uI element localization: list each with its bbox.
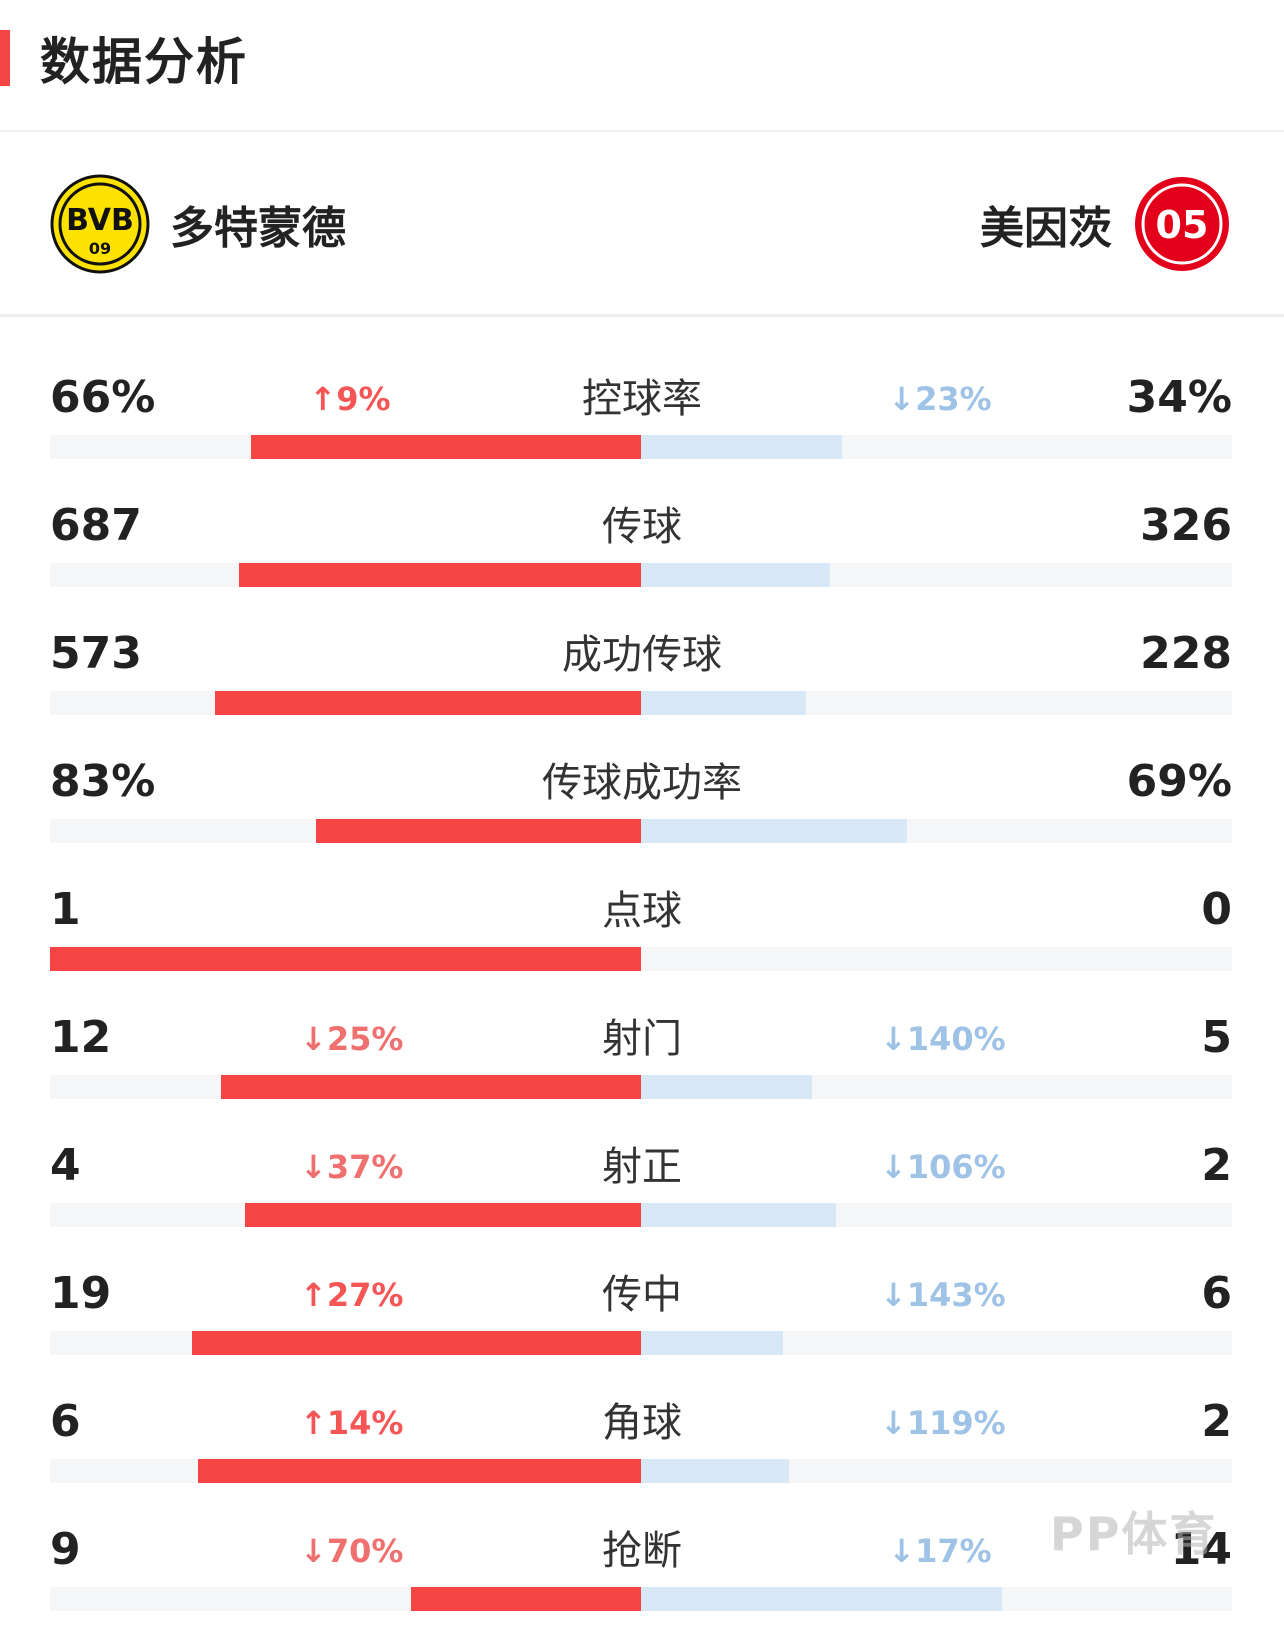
stat-bar-track: [50, 563, 1232, 587]
stat-label: 传球成功率: [542, 760, 742, 806]
away-stat-value: 0: [1201, 884, 1232, 935]
stat-row: 6 角球 2 ↑14% ↓119%: [0, 1369, 1284, 1497]
away-bar: [641, 819, 907, 843]
home-delta: ↓70%: [300, 1532, 404, 1570]
away-stat-value: 5: [1201, 1012, 1232, 1063]
away-bar: [641, 691, 807, 715]
home-delta: ↓25%: [300, 1020, 404, 1058]
section-header: 数据分析: [0, 0, 1284, 132]
home-bar: [191, 1331, 641, 1355]
home-stat-value: 6: [50, 1396, 81, 1447]
away-stat-value: 6: [1201, 1268, 1232, 1319]
away-stat-value: 34%: [1126, 372, 1232, 423]
home-stat-value: 573: [50, 628, 142, 679]
stat-label: 点球: [602, 888, 682, 934]
stat-bar-track: [50, 435, 1232, 459]
stat-row: 687 传球 326: [0, 473, 1284, 601]
home-bar: [245, 1203, 641, 1227]
away-bar: [641, 1331, 783, 1355]
stat-bar-track: [50, 1331, 1232, 1355]
stat-row: 4 射正 2 ↓37% ↓106%: [0, 1113, 1284, 1241]
home-team[interactable]: BVB 09 多特蒙德: [50, 172, 346, 276]
home-bar: [215, 691, 641, 715]
away-delta: ↓119%: [880, 1404, 1006, 1442]
home-bar: [239, 563, 641, 587]
stat-label: 控球率: [582, 376, 702, 422]
stat-bar-track: [50, 1203, 1232, 1227]
bvb-logo-number: 09: [89, 239, 111, 258]
away-delta: ↓140%: [880, 1020, 1006, 1058]
away-stat-value: 326: [1140, 500, 1232, 551]
home-bar: [50, 947, 641, 971]
home-team-name: 多特蒙德: [170, 203, 346, 254]
stat-bar-track: [50, 1075, 1232, 1099]
home-stat-value: 19: [50, 1268, 112, 1319]
home-delta: ↓37%: [300, 1148, 404, 1186]
stat-label: 传球: [602, 504, 682, 550]
stat-label: 射正: [602, 1144, 682, 1190]
stat-row: 573 成功传球 228: [0, 601, 1284, 729]
home-stat-value: 4: [50, 1140, 81, 1191]
watermark: PP体育: [1050, 1507, 1218, 1561]
away-bar: [641, 1587, 1002, 1611]
away-stat-value: 14: [1170, 1524, 1232, 1575]
away-bar: [641, 435, 842, 459]
home-stat-value: 12: [50, 1012, 112, 1063]
away-delta: ↓106%: [880, 1148, 1006, 1186]
away-bar: [641, 563, 831, 587]
stat-row: 83% 传球成功率 69%: [0, 729, 1284, 857]
home-bar: [197, 1459, 641, 1483]
teams-bar: BVB 09 多特蒙德 美因茨 05: [0, 132, 1284, 317]
accent-bar: [0, 30, 10, 86]
away-delta: ↓17%: [888, 1532, 992, 1570]
home-bar: [250, 435, 641, 459]
bvb-logo-text: BVB: [66, 203, 134, 238]
home-bar: [410, 1587, 641, 1611]
section-title: 数据分析: [40, 33, 248, 91]
stat-row: 19 传中 6 ↑27% ↓143%: [0, 1241, 1284, 1369]
home-stat-value: 66%: [50, 372, 156, 423]
home-delta: ↑27%: [300, 1276, 404, 1314]
stats-list: 66% 控球率 34% ↑9% ↓23% 687 传球 326 573 成功传球 228 83% 传球成…: [0, 345, 1284, 1625]
stat-bar-track: [50, 947, 1232, 971]
stat-row: 12 射门 5 ↓25% ↓140%: [0, 985, 1284, 1113]
stat-label: 传中: [602, 1272, 682, 1318]
stat-row: 66% 控球率 34% ↑9% ↓23%: [0, 345, 1284, 473]
away-stat-value: 2: [1201, 1140, 1232, 1191]
away-bar: [641, 1459, 789, 1483]
away-delta: ↓23%: [888, 380, 992, 418]
home-stat-value: 687: [50, 500, 142, 551]
away-team[interactable]: 美因茨 05: [980, 172, 1232, 276]
home-delta: ↑14%: [300, 1404, 404, 1442]
home-stat-value: 83%: [50, 756, 156, 807]
home-stat-value: 9: [50, 1524, 81, 1575]
home-bar: [315, 819, 641, 843]
away-delta: ↓143%: [880, 1276, 1006, 1314]
bvb-logo-icon: BVB 09: [50, 174, 150, 274]
stat-label: 角球: [602, 1400, 682, 1446]
mainz-logo-text: 05: [1156, 203, 1209, 247]
mainz-logo-icon: 05: [1132, 174, 1232, 274]
home-bar: [221, 1075, 641, 1099]
stat-bar-track: [50, 1587, 1232, 1611]
away-bar: [641, 1203, 837, 1227]
away-stat-value: 228: [1140, 628, 1232, 679]
home-stat-value: 1: [50, 884, 81, 935]
away-stat-value: 69%: [1126, 756, 1232, 807]
away-stat-value: 2: [1201, 1396, 1232, 1447]
away-team-name: 美因茨: [980, 203, 1112, 254]
home-delta: ↑9%: [309, 380, 391, 418]
stat-label: 抢断: [602, 1528, 682, 1574]
stat-bar-track: [50, 691, 1232, 715]
stat-label: 成功传球: [562, 632, 722, 678]
away-bar: [641, 1075, 813, 1099]
stat-row: 1 点球 0: [0, 857, 1284, 985]
stat-bar-track: [50, 819, 1232, 843]
stat-label: 射门: [602, 1016, 682, 1062]
stat-bar-track: [50, 1459, 1232, 1483]
